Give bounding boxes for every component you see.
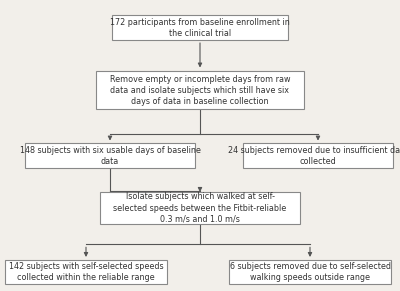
FancyBboxPatch shape: [112, 15, 288, 40]
Text: 148 subjects with six usable days of baseline
data: 148 subjects with six usable days of bas…: [20, 146, 200, 166]
Text: Isolate subjects which walked at self-
selected speeds between the Fitbit-reliab: Isolate subjects which walked at self- s…: [113, 192, 287, 224]
FancyBboxPatch shape: [25, 143, 195, 168]
FancyBboxPatch shape: [243, 143, 393, 168]
Text: 6 subjects removed due to self-selected
walking speeds outside range: 6 subjects removed due to self-selected …: [230, 262, 390, 282]
Text: Remove empty or incomplete days from raw
data and isolate subjects which still h: Remove empty or incomplete days from raw…: [110, 74, 290, 106]
FancyBboxPatch shape: [5, 260, 167, 285]
FancyBboxPatch shape: [100, 192, 300, 224]
Text: 24 subjects removed due to insufficient days
collected: 24 subjects removed due to insufficient …: [228, 146, 400, 166]
FancyBboxPatch shape: [96, 71, 304, 109]
Text: 172 participants from baseline enrollment in
the clinical trial: 172 participants from baseline enrollmen…: [110, 17, 290, 38]
FancyBboxPatch shape: [229, 260, 391, 285]
Text: 142 subjects with self-selected speeds
collected within the reliable range: 142 subjects with self-selected speeds c…: [9, 262, 163, 282]
